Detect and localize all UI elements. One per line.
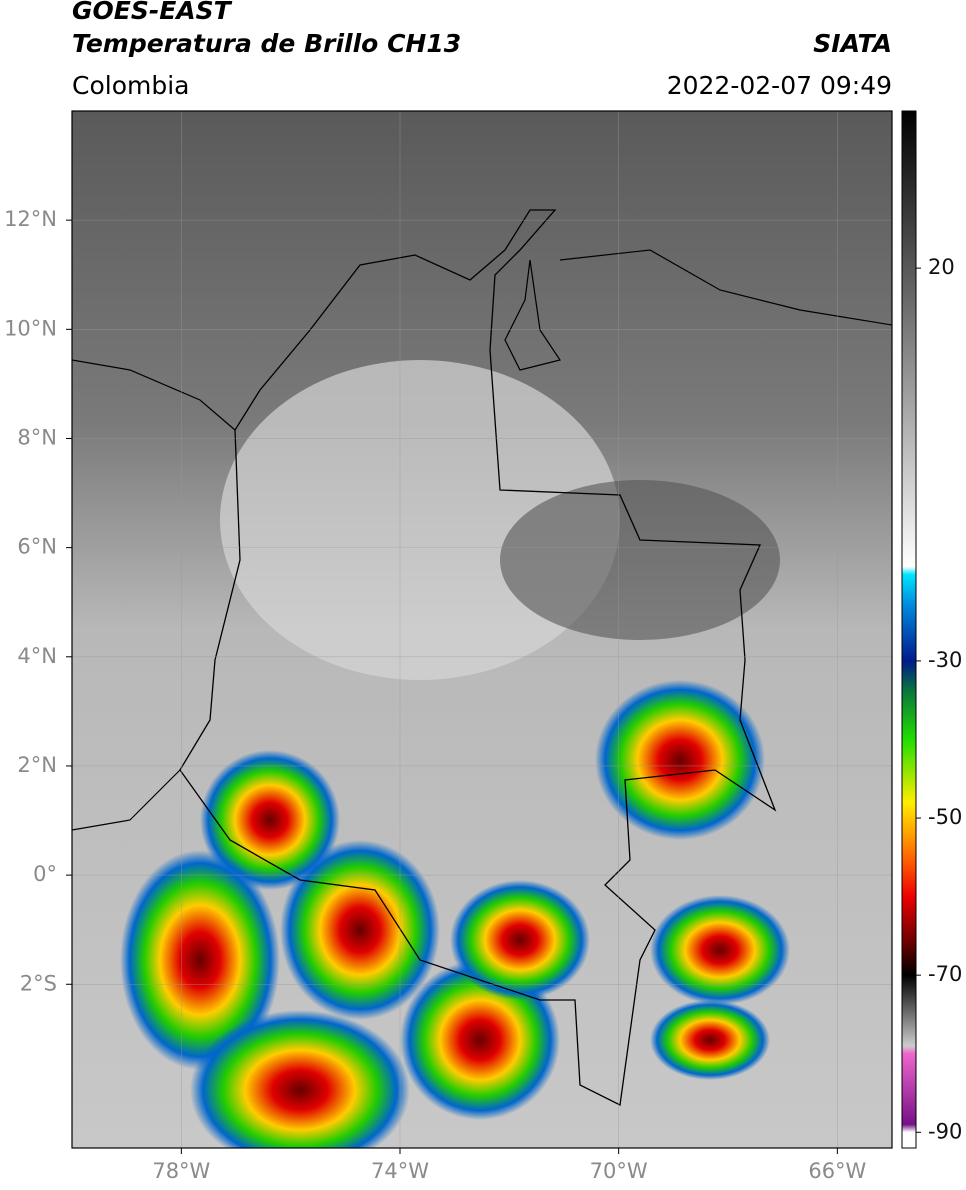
lat-label: 8°N (17, 425, 57, 449)
lat-label: 12°N (4, 207, 57, 231)
colorbar-label: -30 (928, 648, 962, 672)
colorbar-label: -70 (928, 962, 962, 986)
colorbar (901, 110, 917, 1149)
lat-label: 2°S (20, 971, 57, 995)
lat-label: 6°N (17, 535, 57, 559)
timestamp: 2022-02-07 09:49 (667, 71, 892, 100)
lat-label: 10°N (4, 316, 57, 340)
lat-label: 0° (33, 862, 57, 886)
region: Colombia (72, 71, 189, 100)
colorbar-label: 20 (928, 255, 955, 279)
lon-label: 74°W (371, 1159, 429, 1183)
lon-label: 78°W (152, 1159, 210, 1183)
colorbar-label: -90 (928, 1119, 962, 1143)
satellite: GOES-EAST (72, 0, 233, 25)
lon-label: 70°W (590, 1159, 648, 1183)
lon-label: 66°W (808, 1159, 866, 1183)
satellite-image (72, 111, 892, 1148)
product: Temperatura de Brillo CH13 (72, 29, 461, 58)
lat-label: 2°N (17, 753, 57, 777)
map-frame (71, 110, 893, 1149)
source: SIATA (813, 29, 892, 58)
colorbar-label: -50 (928, 805, 962, 829)
lat-label: 4°N (17, 644, 57, 668)
